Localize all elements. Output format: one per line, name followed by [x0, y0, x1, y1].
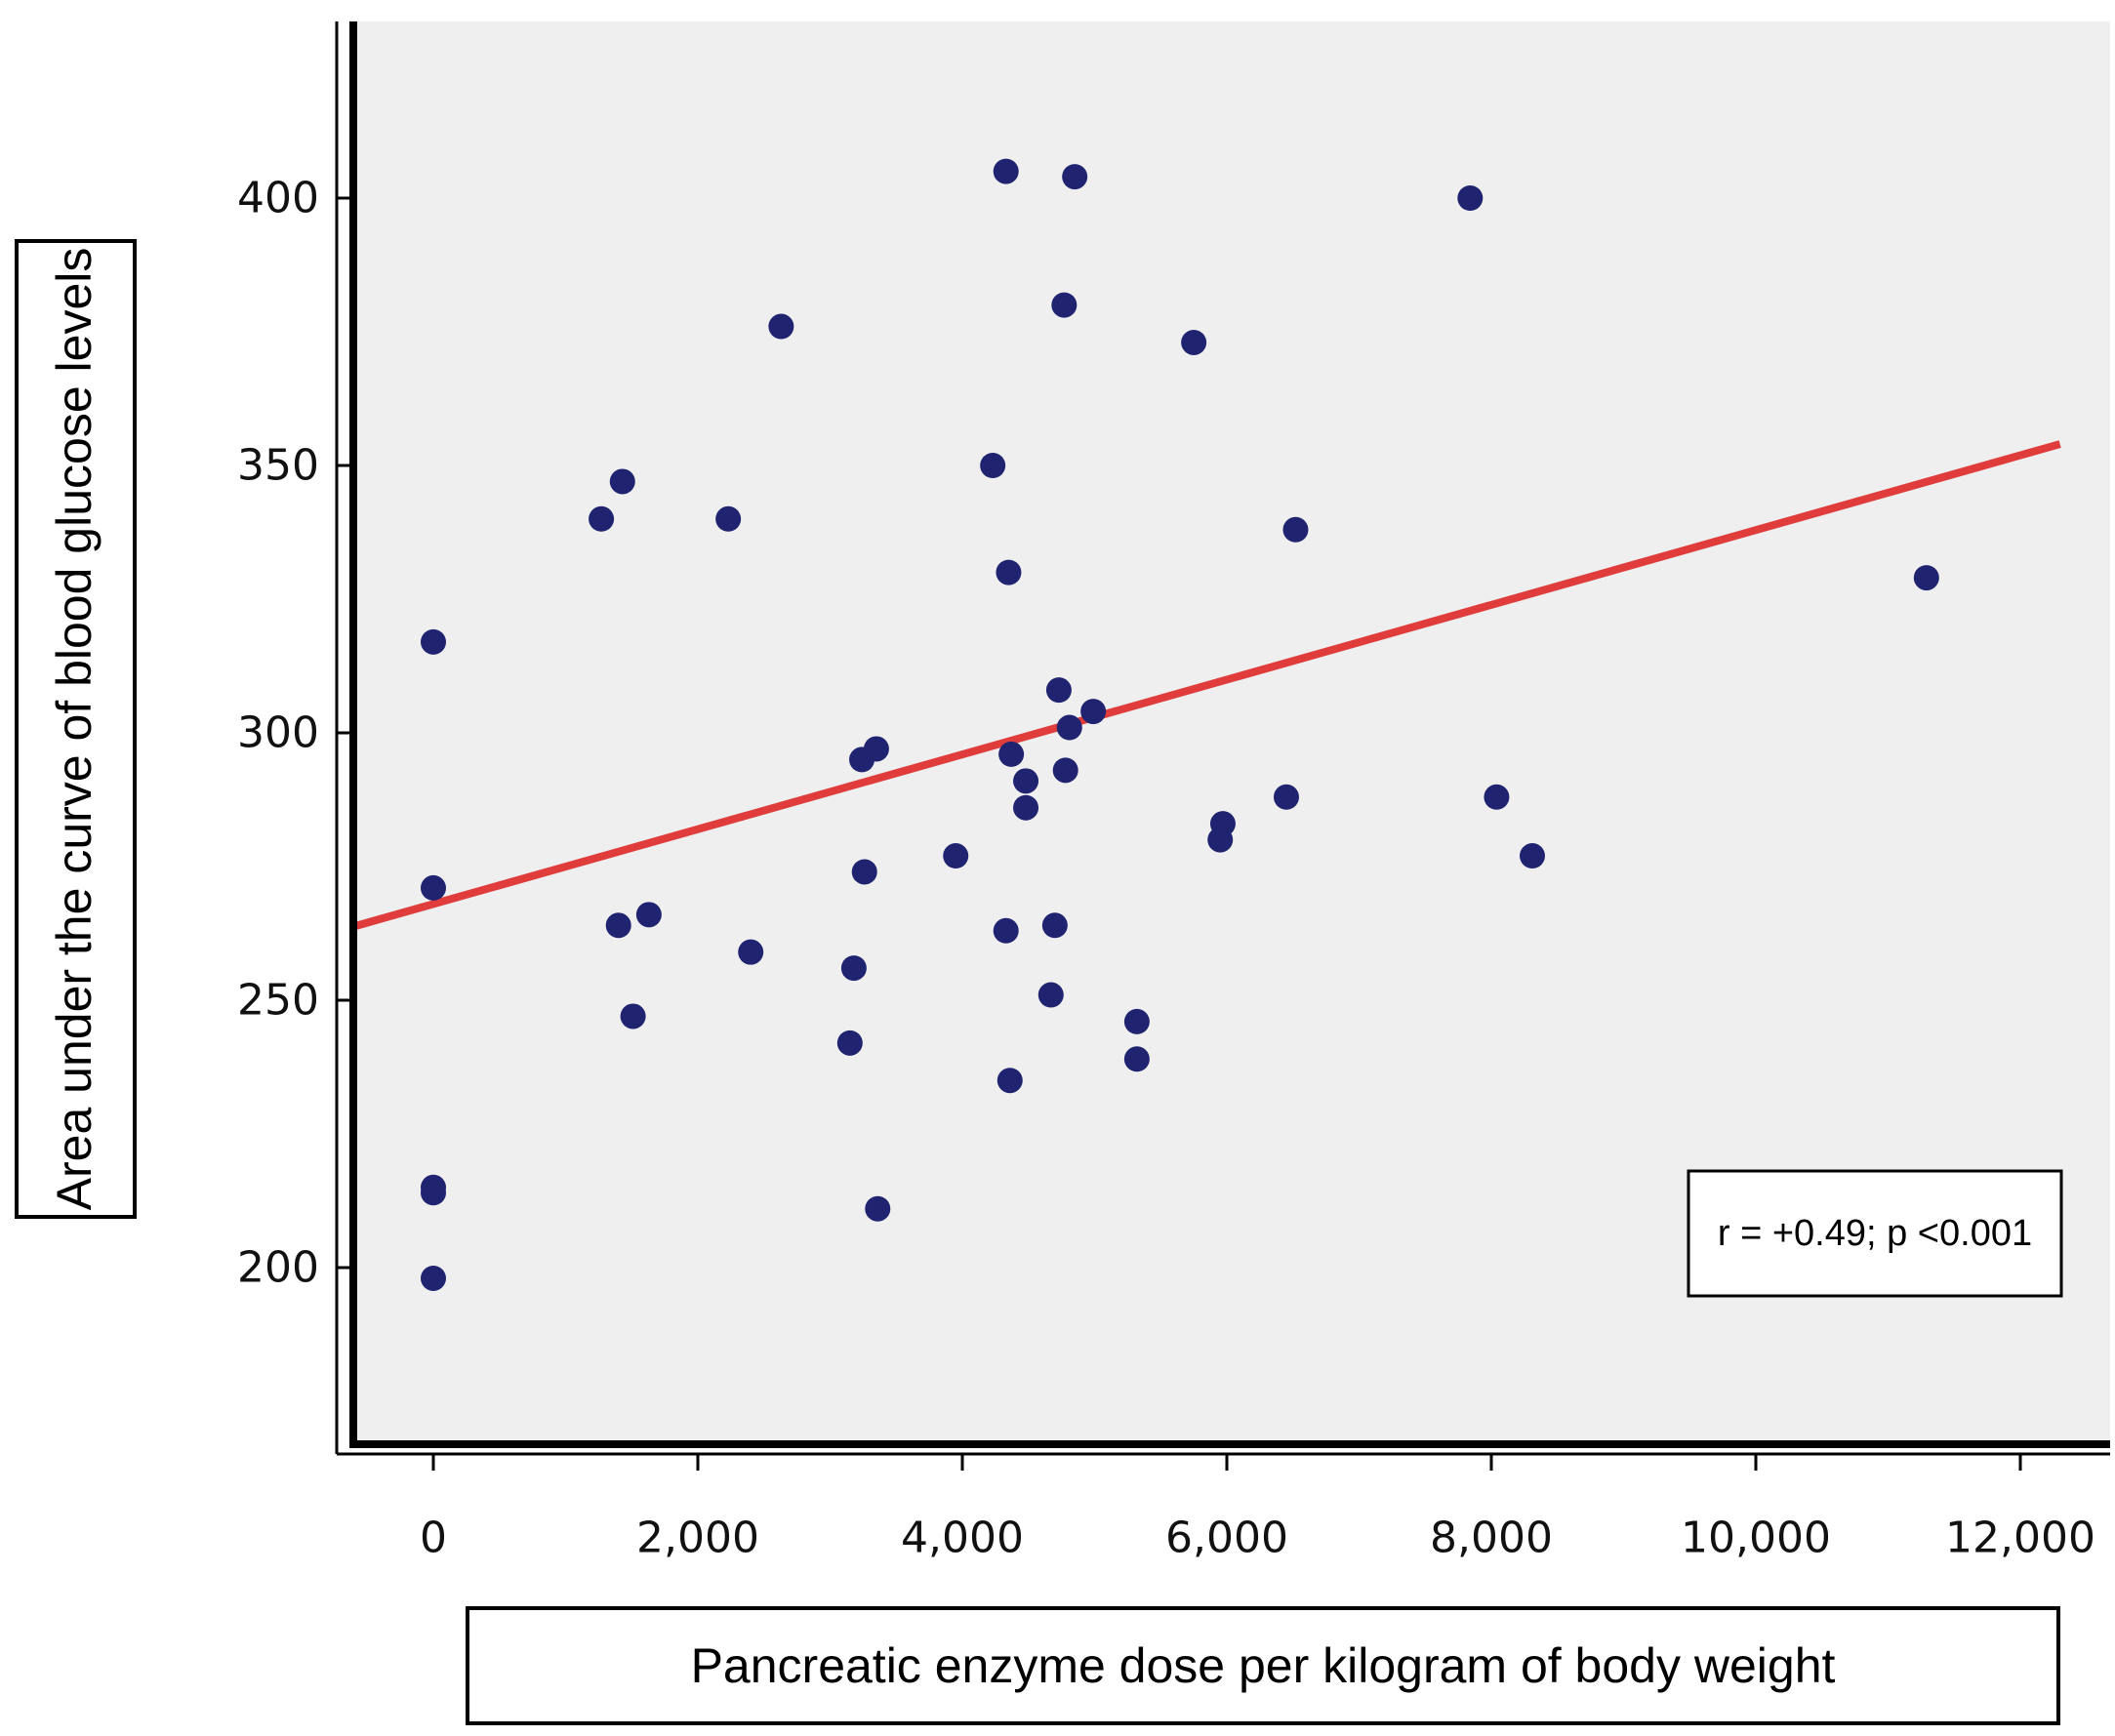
data-point	[836, 1029, 863, 1056]
data-point	[1282, 516, 1309, 543]
data-point	[996, 1068, 1023, 1094]
x-tick-label: 8,000	[1430, 1514, 1553, 1563]
x-tick-label: 6,000	[1165, 1514, 1288, 1563]
data-point	[1041, 912, 1068, 939]
stats-annotation: r = +0.49; p <0.001	[1718, 1213, 2032, 1254]
data-point	[421, 874, 446, 901]
y-axis-label: Area under the curve of blood glucose le…	[47, 248, 102, 1211]
data-point	[1037, 982, 1064, 1008]
data-point	[1013, 768, 1039, 794]
data-point	[1209, 811, 1236, 837]
data-point	[1056, 714, 1082, 741]
y-tick-label: 350	[237, 441, 319, 491]
data-point	[1181, 329, 1207, 355]
data-point	[421, 1180, 446, 1206]
y-tick-label: 300	[237, 708, 319, 758]
data-point	[943, 843, 969, 869]
data-point	[980, 453, 1006, 478]
data-point	[421, 1265, 446, 1291]
x-axis-label-box	[466, 1606, 2060, 1725]
data-points	[421, 158, 1939, 1291]
x-tick-label: 4,000	[901, 1514, 1024, 1563]
data-point	[993, 917, 1019, 944]
x-tick-label: 0	[420, 1514, 447, 1563]
data-point	[1123, 1008, 1150, 1034]
data-point	[863, 736, 889, 762]
data-point	[1045, 677, 1072, 704]
y-tick-label: 250	[237, 976, 319, 1026]
data-point	[635, 902, 662, 928]
x-axis-ticks: 0 2,000 4,000 6,000 8,000 10,000 12,000	[420, 1454, 2095, 1563]
y-tick-label: 200	[237, 1243, 319, 1293]
data-point	[609, 468, 635, 495]
data-point	[589, 505, 615, 532]
y-axis-ticks: 200 250 300 350 400	[237, 174, 353, 1293]
x-tick-label: 2,000	[636, 1514, 759, 1563]
x-axis-label: Pancreatic enzyme dose per kilogram of b…	[691, 1638, 1836, 1693]
data-point	[993, 158, 1019, 184]
data-point	[1052, 757, 1078, 784]
data-point	[1013, 794, 1039, 821]
data-point	[998, 741, 1025, 767]
data-point	[715, 505, 742, 532]
x-tick-label: 10,000	[1681, 1514, 1831, 1563]
data-point	[1123, 1046, 1150, 1072]
data-point	[421, 628, 446, 655]
data-point	[840, 955, 867, 982]
data-point	[1520, 843, 1546, 869]
data-point	[996, 559, 1022, 585]
data-point	[1273, 784, 1299, 810]
data-point	[1080, 699, 1107, 725]
data-point	[768, 313, 794, 340]
data-point	[865, 1195, 891, 1222]
data-point	[851, 859, 877, 885]
data-point	[605, 912, 631, 939]
data-point	[1457, 185, 1484, 211]
x-tick-label: 12,000	[1945, 1514, 2095, 1563]
data-point	[1484, 784, 1510, 810]
stats-annotation-box	[1687, 1169, 2063, 1298]
data-point	[738, 939, 764, 965]
y-axis-label-box	[15, 239, 137, 1219]
y-tick-label: 400	[237, 174, 319, 223]
regression-line	[351, 440, 2061, 931]
data-point	[1913, 565, 1939, 591]
data-point	[1051, 292, 1078, 318]
data-point	[620, 1003, 646, 1029]
data-point	[1062, 164, 1088, 190]
